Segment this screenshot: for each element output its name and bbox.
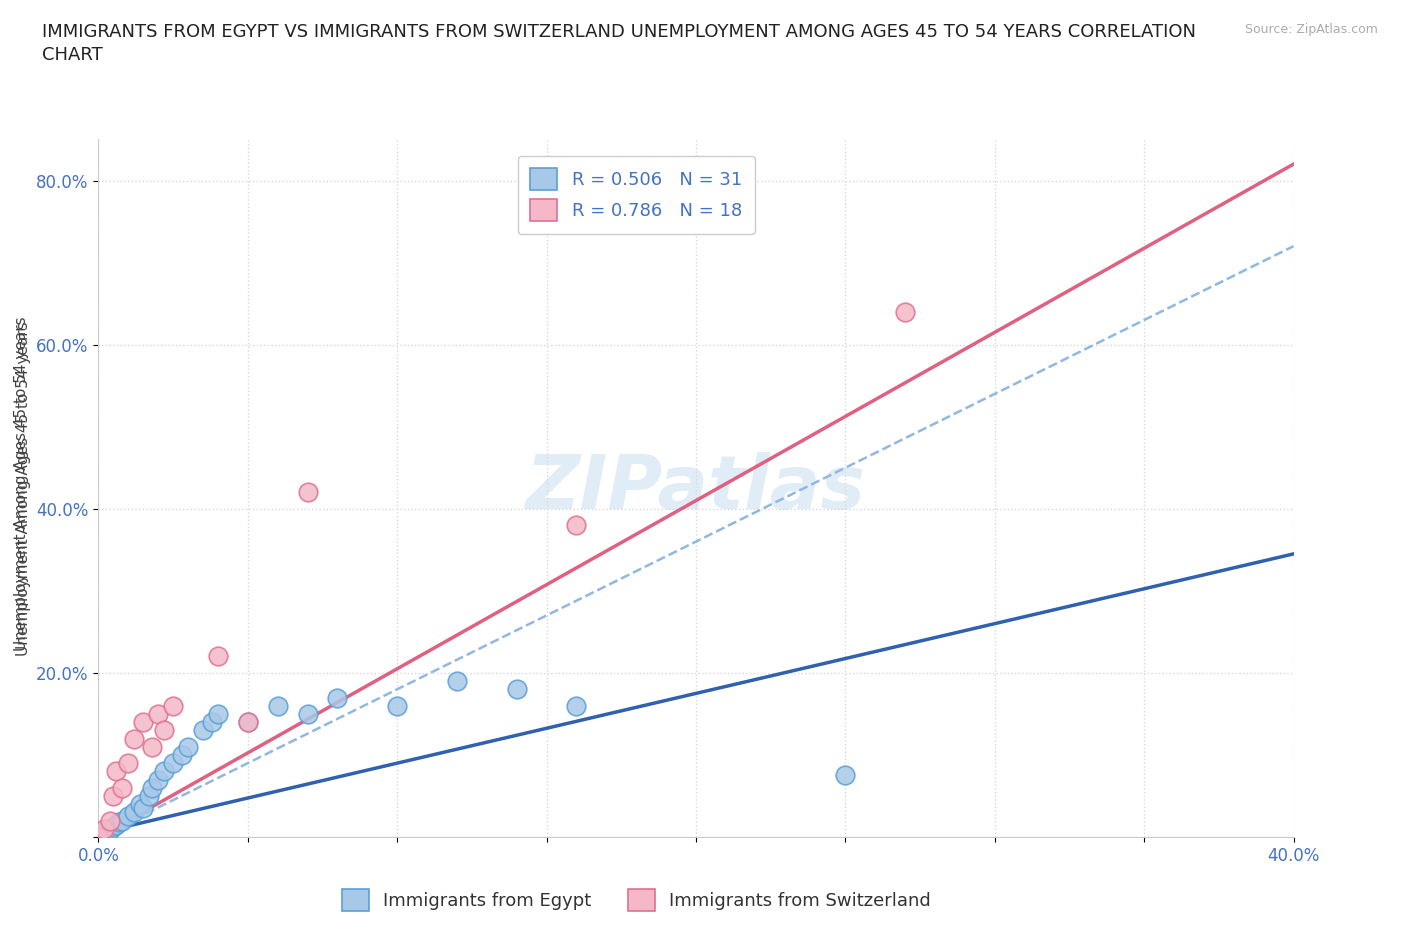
Point xyxy=(297,707,319,722)
Point xyxy=(191,723,214,737)
Point xyxy=(565,518,588,533)
Point xyxy=(124,805,146,820)
Point xyxy=(267,698,290,713)
Point xyxy=(141,780,163,795)
Point xyxy=(117,809,139,824)
Text: CHART: CHART xyxy=(42,46,103,63)
Point xyxy=(207,649,229,664)
Point xyxy=(108,815,131,830)
Point xyxy=(153,723,176,737)
Point xyxy=(105,764,128,778)
Point xyxy=(138,789,160,804)
Point xyxy=(148,772,170,787)
Point xyxy=(565,698,588,713)
Point xyxy=(117,756,139,771)
Point xyxy=(894,304,917,319)
Point xyxy=(297,485,319,499)
Point xyxy=(98,823,122,838)
Point xyxy=(103,789,125,804)
Point xyxy=(132,801,155,816)
Point xyxy=(236,714,259,729)
Point xyxy=(111,813,134,828)
Point xyxy=(236,714,259,729)
Point xyxy=(153,764,176,778)
Point xyxy=(93,826,115,841)
Point xyxy=(87,830,110,844)
Point xyxy=(834,768,856,783)
Point xyxy=(105,817,128,832)
Point xyxy=(385,698,409,713)
Point xyxy=(446,673,468,688)
Point xyxy=(98,813,122,828)
Point xyxy=(87,830,110,844)
Text: ZIPatlas: ZIPatlas xyxy=(526,452,866,525)
Point xyxy=(148,707,170,722)
Point xyxy=(207,707,229,722)
Point xyxy=(129,797,152,812)
Text: Unemployment Among Ages 45 to 54 years: Unemployment Among Ages 45 to 54 years xyxy=(14,316,28,651)
Text: IMMIGRANTS FROM EGYPT VS IMMIGRANTS FROM SWITZERLAND UNEMPLOYMENT AMONG AGES 45 : IMMIGRANTS FROM EGYPT VS IMMIGRANTS FROM… xyxy=(42,23,1197,41)
Point xyxy=(162,756,184,771)
Point xyxy=(124,731,146,746)
Point xyxy=(111,780,134,795)
Point xyxy=(96,821,118,836)
Point xyxy=(141,739,163,754)
Point xyxy=(93,821,115,836)
Point xyxy=(201,714,224,729)
Point xyxy=(162,698,184,713)
Text: Source: ZipAtlas.com: Source: ZipAtlas.com xyxy=(1244,23,1378,36)
Y-axis label: Unemployment Among Ages 45 to 54 years: Unemployment Among Ages 45 to 54 years xyxy=(15,321,31,656)
Legend: Immigrants from Egypt, Immigrants from Switzerland: Immigrants from Egypt, Immigrants from S… xyxy=(335,883,938,919)
Point xyxy=(506,682,529,697)
Point xyxy=(103,819,125,834)
Point xyxy=(326,690,349,705)
Point xyxy=(172,748,194,763)
Point xyxy=(177,739,200,754)
Point xyxy=(132,714,155,729)
